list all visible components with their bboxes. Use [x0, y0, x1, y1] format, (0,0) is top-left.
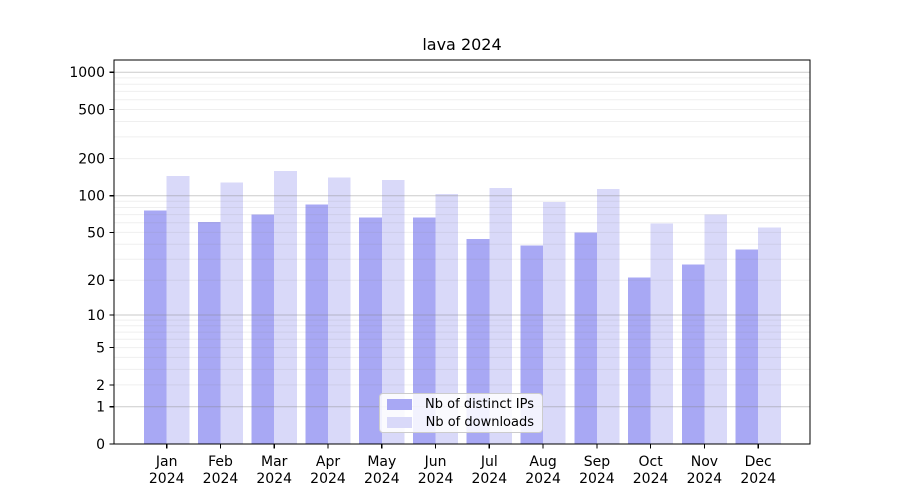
bar-distinct-ips-oct — [628, 277, 651, 444]
bar-downloads-apr — [328, 177, 351, 444]
x-tick-label: Sep 2024 — [579, 454, 615, 487]
x-tick-label: Feb 2024 — [203, 454, 239, 487]
legend-label-distinct-ips: Nb of distinct IPs — [425, 396, 534, 412]
x-tick-label: Aug 2024 — [525, 454, 561, 487]
legend-item-distinct-ips: Nb of distinct IPs — [387, 397, 534, 412]
chart-title: lava 2024 — [422, 35, 501, 54]
y-tick-label: 5 — [96, 341, 105, 357]
legend-label-downloads: Nb of downloads — [425, 414, 534, 430]
y-tick-label: 1000 — [69, 65, 105, 81]
bar-downloads-jul — [489, 188, 512, 444]
bar-downloads-oct — [650, 223, 674, 444]
grid-layer — [114, 71, 810, 408]
axes-layer — [109, 59, 811, 449]
y-tick-label: 50 — [87, 225, 105, 241]
y-tick-label: 500 — [78, 103, 105, 119]
bar-distinct-ips-may — [359, 217, 382, 444]
bar-distinct-ips-dec — [735, 249, 759, 444]
bar-distinct-ips-mar — [251, 214, 275, 444]
y-tick-label: 20 — [87, 273, 105, 289]
bar-distinct-ips-feb — [197, 221, 221, 444]
y-tick-label: 0 — [96, 437, 105, 453]
bar-distinct-ips-jan — [144, 210, 167, 444]
x-tick-label: Mar 2024 — [256, 454, 292, 487]
bar-downloads-may — [381, 180, 405, 444]
legend-item-downloads: Nb of downloads — [387, 415, 534, 430]
bar-downloads-feb — [220, 182, 244, 444]
plot-border — [113, 59, 811, 445]
bar-downloads-nov — [704, 214, 727, 444]
y-tick-label: 200 — [78, 152, 105, 168]
legend: Nb of distinct IPs Nb of downloads — [379, 393, 543, 433]
bar-distinct-ips-nov — [681, 264, 705, 444]
bar-downloads-sep — [596, 189, 620, 444]
legend-swatch-downloads — [387, 416, 412, 428]
y-tick-label: 2 — [96, 378, 105, 394]
x-tick-label: Jan 2024 — [149, 454, 185, 487]
x-tick-label: May 2024 — [364, 454, 400, 487]
y-tick-label: 1 — [96, 400, 105, 416]
y-tick-label: 10 — [87, 308, 105, 324]
x-tick-label: Jun 2024 — [418, 454, 454, 487]
tick-labels-layer: 0 1 2 5 10 20 50 100 200 500 1000 Jan 2024 Feb 2024 Mar… — [69, 65, 776, 487]
x-tick-label: Dec 2024 — [740, 454, 776, 487]
bar-downloads-jun — [435, 194, 459, 444]
x-tick-label: Apr 2024 — [310, 454, 346, 487]
x-tick-label: Nov 2024 — [687, 454, 723, 487]
bar-distinct-ips-sep — [574, 232, 597, 444]
y-tick-label: 100 — [78, 189, 105, 205]
legend-swatch-distinct-ips — [387, 398, 412, 410]
bar-distinct-ips-jun — [412, 217, 436, 444]
bar-downloads-aug — [543, 201, 566, 444]
bar-distinct-ips-apr — [305, 204, 328, 444]
x-tick-label: Jul 2024 — [471, 454, 507, 487]
bar-downloads-dec — [758, 227, 781, 444]
x-tick-label: Oct 2024 — [633, 454, 669, 487]
bar-downloads-mar — [274, 170, 297, 444]
bar-distinct-ips-jul — [466, 239, 490, 444]
bar-downloads-jan — [166, 175, 190, 445]
